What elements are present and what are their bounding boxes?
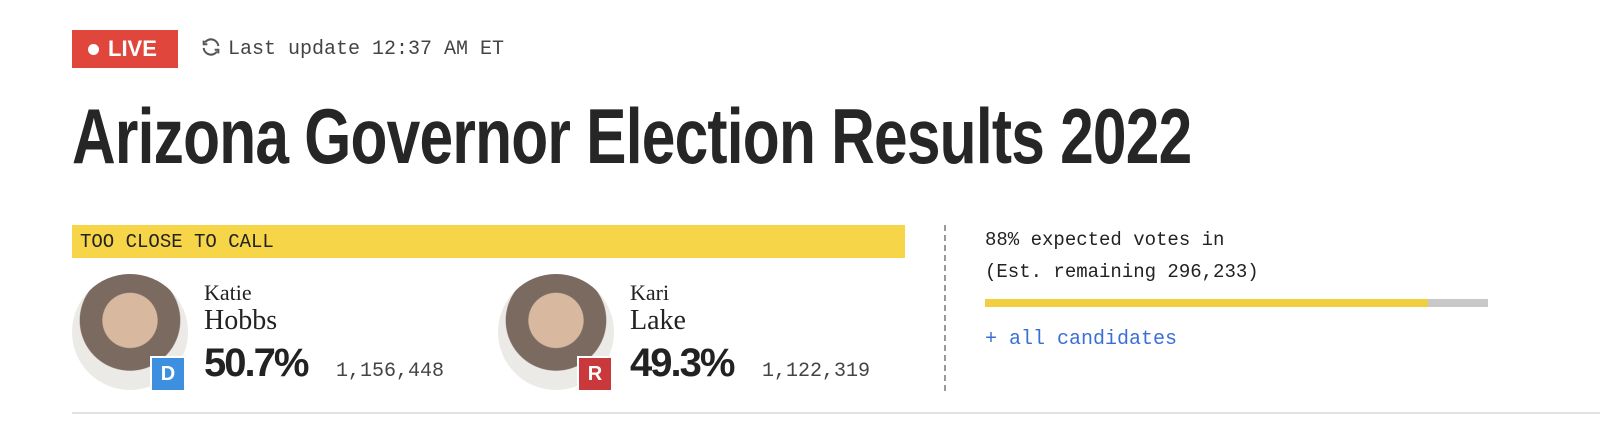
bottom-rule xyxy=(72,412,1600,414)
all-candidates-link[interactable]: + all candidates xyxy=(985,328,1178,351)
last-name: Hobbs xyxy=(204,305,278,336)
first-name: Kari xyxy=(630,280,670,305)
vote-percent: 49.3% xyxy=(630,341,735,385)
party-badge: D xyxy=(150,356,186,392)
expected-text: 88% expected votes in xyxy=(985,229,1225,251)
party-badge: R xyxy=(577,356,613,392)
race-status: TOO CLOSE TO CALL xyxy=(72,225,905,258)
progress-track xyxy=(985,299,1488,307)
remaining-text: (Est. remaining 296,233) xyxy=(985,261,1259,283)
page-title: Arizona Governor Election Results 2022 xyxy=(72,92,1192,180)
progress-fill xyxy=(985,299,1428,307)
first-name: Katie xyxy=(204,280,252,305)
divider xyxy=(944,225,946,391)
vote-percent: 50.7% xyxy=(204,341,309,385)
refresh-icon xyxy=(202,38,220,56)
update-text: Last update 12:37 AM ET xyxy=(228,38,505,61)
last-name: Lake xyxy=(630,305,686,336)
live-badge: LIVE xyxy=(72,30,178,68)
live-text: LIVE xyxy=(108,36,157,61)
update-info: Last update 12:37 AM ET xyxy=(200,36,504,62)
race-status-text: TOO CLOSE TO CALL xyxy=(80,231,274,253)
vote-count: 1,122,319 xyxy=(762,360,871,383)
vote-count: 1,156,448 xyxy=(336,360,445,383)
